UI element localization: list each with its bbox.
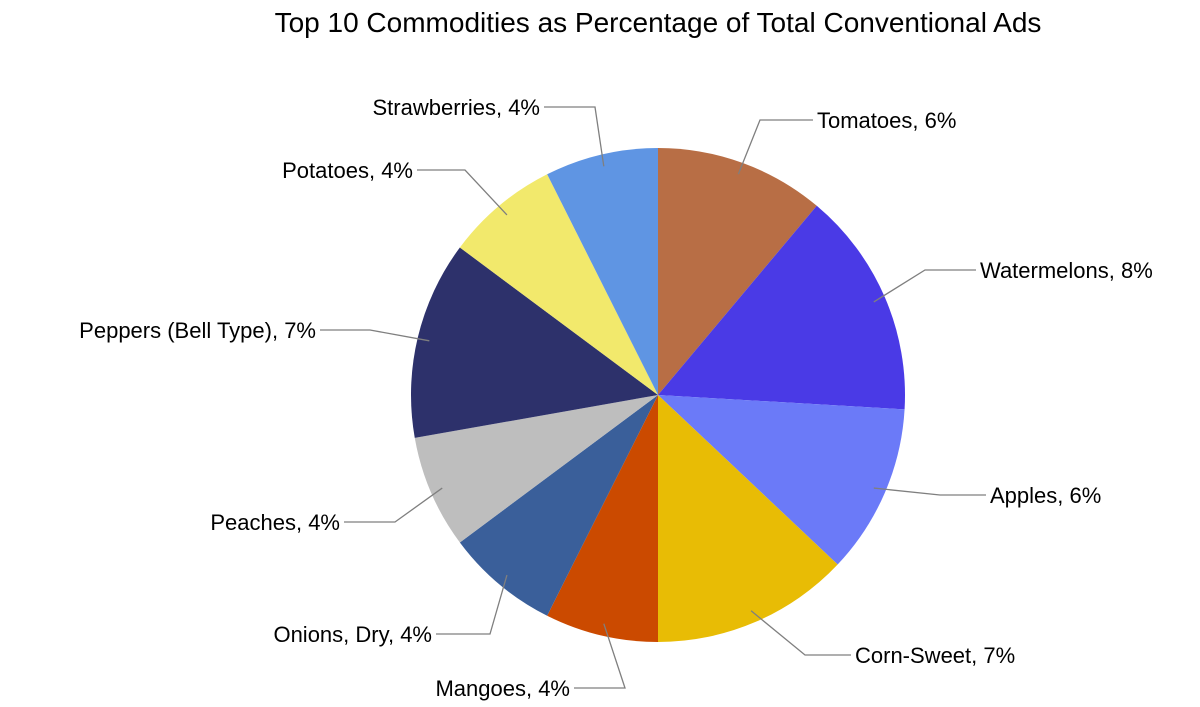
data-label: Apples, 6%	[990, 483, 1101, 508]
leader-line	[320, 329, 430, 342]
leader-line	[737, 119, 813, 175]
chart-title: Top 10 Commodities as Percentage of Tota…	[275, 7, 1042, 38]
leader-line	[574, 623, 626, 689]
data-label: Onions, Dry, 4%	[273, 622, 432, 647]
data-label: Watermelons, 8%	[980, 258, 1153, 283]
pie-slice-strawberries	[547, 148, 658, 395]
pie-slice-apples	[658, 395, 905, 565]
data-labels: Tomatoes, 6% Watermelons, 8% Apples, 6% Cor…	[79, 95, 1153, 701]
pie-slice-peppers-bell-type	[411, 247, 658, 438]
pie-slices	[411, 148, 905, 642]
leader-line	[750, 610, 851, 656]
pie-slice-tomatoes	[658, 148, 817, 395]
data-label: Peppers (Bell Type), 7%	[79, 318, 316, 343]
data-label: Strawberries, 4%	[372, 95, 540, 120]
leader-line	[344, 487, 443, 523]
pie-slice-onions-dry	[459, 395, 658, 616]
leader-line	[436, 574, 508, 635]
data-label: Peaches, 4%	[210, 510, 340, 535]
data-label: Corn-Sweet, 7%	[855, 643, 1015, 668]
leader-line	[873, 487, 986, 496]
leader-line	[873, 269, 976, 303]
leader-line	[417, 169, 508, 216]
pie-slice-peaches	[414, 395, 658, 543]
pie-slice-corn-sweet	[658, 395, 838, 642]
pie-slice-potatoes	[459, 174, 658, 395]
pie-slice-mangoes	[547, 395, 658, 642]
pie-slice-watermelons	[658, 205, 905, 410]
leader-lines	[320, 106, 986, 689]
leader-line	[544, 106, 605, 167]
data-label: Tomatoes, 6%	[817, 108, 956, 133]
data-label: Mangoes, 4%	[435, 676, 570, 701]
data-label: Potatoes, 4%	[282, 158, 413, 183]
